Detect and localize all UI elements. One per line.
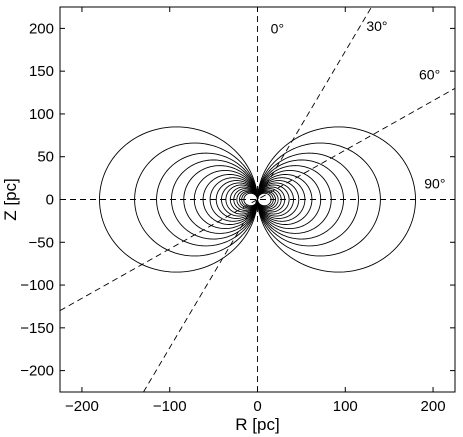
axis-ticks (60, 7, 455, 392)
contour-right-10 (257, 184, 290, 215)
y-tick-label: 200 (29, 20, 54, 37)
x-tick-label: 200 (421, 398, 446, 415)
x-tick-label: −200 (65, 398, 99, 415)
x-tick-label: 100 (333, 398, 358, 415)
y-tick-label: −150 (20, 320, 54, 337)
y-tick-label: −100 (20, 277, 54, 294)
y-tick-label: 100 (29, 106, 54, 123)
x-axis-label: R [pc] (235, 415, 279, 434)
angle-label: 30° (366, 18, 387, 34)
reference-line-1 (143, 6, 372, 393)
angle-label: 90° (424, 175, 445, 191)
x-tick-label: −100 (153, 398, 187, 415)
tick-labels: −200 −100 0 100 200 200 150 100 50 0 −50 −100 −150 −2… (20, 20, 445, 415)
angle-labels: 0° 30° 60° 90° (271, 18, 446, 191)
contour-right-2 (257, 152, 359, 247)
angle-label: 0° (271, 21, 284, 37)
y-axis-label: Z [pc] (1, 178, 20, 221)
angle-label: 60° (419, 67, 440, 83)
y-tick-label: 50 (37, 149, 54, 166)
y-tick-label: −200 (20, 363, 54, 380)
reference-lines (59, 6, 456, 393)
y-tick-label: 150 (29, 63, 54, 80)
x-tick-label: 0 (253, 398, 261, 415)
reference-line-2 (59, 87, 456, 312)
y-tick-label: −50 (29, 234, 54, 251)
y-tick-label: 0 (46, 192, 54, 209)
